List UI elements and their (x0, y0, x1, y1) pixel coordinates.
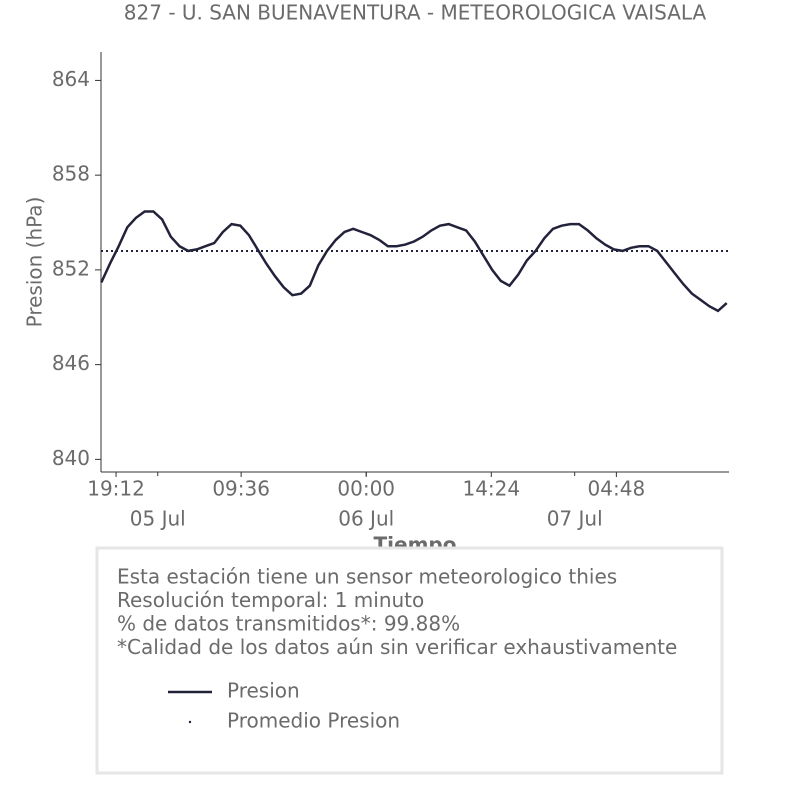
x-tick-label: 04:48 (588, 477, 646, 501)
pressure-line (100, 210, 728, 313)
x-date-label: 07 Jul (547, 507, 603, 531)
x-tick-label: 09:36 (212, 477, 270, 501)
y-tick-label: 846 (52, 351, 90, 375)
x-date-label: 05 Jul (130, 507, 186, 531)
x-tick-label: 19:12 (87, 477, 145, 501)
x-tick-label: 00:00 (337, 477, 395, 501)
info-line: Resolución temporal: 1 minuto (117, 588, 424, 612)
y-axis-label: Presion (hPa) (23, 197, 47, 328)
y-tick-label: 864 (52, 67, 90, 91)
legend-marker (188, 720, 192, 724)
info-line: % de datos transmitidos*: 99.88% (117, 612, 460, 636)
y-tick-label: 858 (52, 162, 90, 186)
info-line: Esta estación tiene un sensor meteorolog… (117, 565, 617, 589)
chart-title: 827 - U. SAN BUENAVENTURA - METEOROLOGIC… (124, 1, 707, 25)
x-date-label: 06 Jul (338, 507, 394, 531)
legend-label: Promedio Presion (227, 709, 400, 733)
info-box (95, 546, 724, 775)
y-tick-label: 852 (52, 256, 90, 280)
info-line: *Calidad de los datos aún sin verificar … (117, 635, 677, 659)
info-text: Esta estación tiene un sensor meteorolog… (117, 565, 677, 660)
legend-label: Presion (227, 679, 300, 703)
y-tick-label: 840 (52, 446, 90, 470)
x-tick-label: 14:24 (462, 477, 520, 501)
